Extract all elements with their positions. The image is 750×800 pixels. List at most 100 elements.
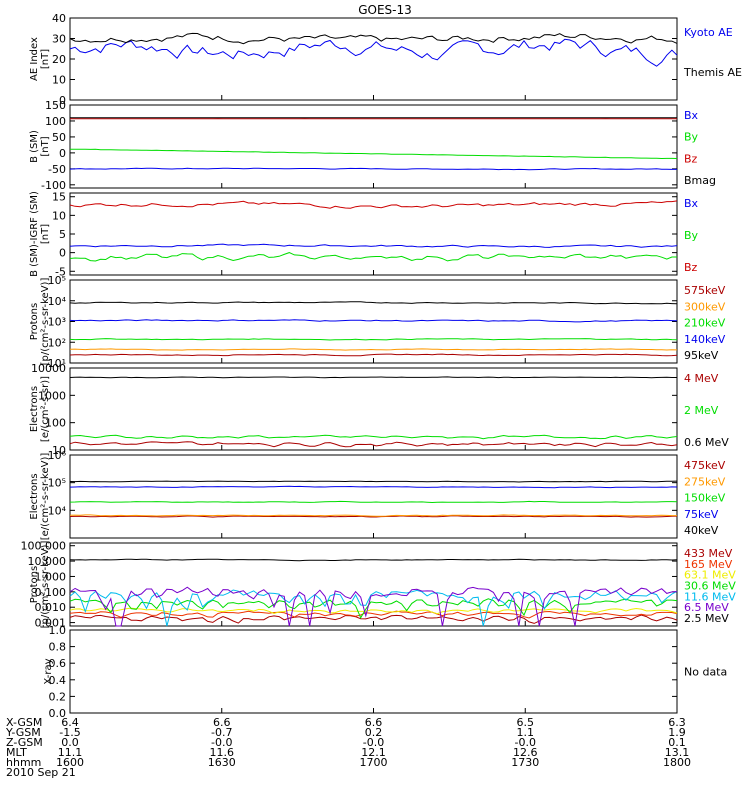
series-line-40kev [69,480,678,483]
y-axis-label: [e/(cm²-s-sr-keV)] [40,453,51,541]
series-line-210kev [69,338,678,341]
orbit-value: -0.0 [211,736,232,749]
y-tick-label: 10¹ [48,357,66,370]
y-axis-label: X-ray [43,658,54,684]
legend-entry: 0.6 MeV [684,436,729,449]
y-tick-label: 40 [52,12,66,25]
y-axis-label: [nT] [40,49,51,69]
y-tick-label: 0.8 [49,641,67,654]
y-tick-label: 10000 [31,362,66,375]
orbit-value: 12.1 [361,746,386,759]
legend-entry: 2 MeV [684,404,719,417]
orbit-value: 1.1 [517,726,535,739]
series-line-575kev [69,353,678,357]
panel-3: -5 0 5 10 15 B (SM)-IGRF (SM) [nT] Bx By Bz [29,191,699,279]
y-tick-label: 10³ [48,316,66,329]
y-tick-label: 0 [59,147,66,160]
orbit-row-label: hhmm [6,756,41,769]
series-line-63-1-mev [69,607,678,615]
orbit-value: 0.1 [668,736,686,749]
y-tick-label: 20 [52,53,66,66]
orbit-table: X-GSM 6.4 6.6 6.6 6.5 6.3 Y-GSM -1.5 -0.7 0.2 1.1 1… [5,716,691,769]
series-line-30-6-mev [69,598,678,619]
y-tick-label: 0.100 [35,586,67,599]
orbit-value: -0.7 [211,726,232,739]
series-line-475kev [69,515,678,518]
y-tick-label: 0.6 [49,657,67,670]
orbit-value: 11.6 [210,746,235,759]
orbit-value: 1700 [360,756,388,769]
y-tick-label: -100 [41,179,66,192]
series-line-300kev [69,348,678,351]
orbit-value: 11.1 [58,746,83,759]
legend-entry: 4 MeV [684,372,719,385]
legend-entry: Kyoto AE [684,26,733,39]
y-tick-label: 1000 [38,389,66,402]
legend-entry: 30.6 MeV [684,580,736,593]
y-axis-label: Protons [29,303,40,340]
series-line-165-mev [69,610,678,619]
series-line-bz [69,200,678,209]
legend-entry: 575keV [684,284,726,297]
y-tick-label: 10⁴ [48,504,67,517]
panel-8: 0.0 0.2 0.4 0.6 0.8 1.0 X-ray No data [43,624,727,720]
series-line-275kev [69,514,677,517]
orbit-value: 12.6 [513,746,538,759]
legend-entry: 165 MeV [684,558,733,571]
legend-entry: 210keV [684,317,726,330]
date-label: 2010 Sep 21 [6,766,76,779]
panel-5: 10 100 1000 10000 Electrons [e/(cm²-s-sr)] 4 M… [29,362,729,457]
y-axis-label: [p/(cm²-s-sr-keV)] [40,278,51,366]
series-line-bx [69,167,677,171]
series-line-bx [69,243,678,248]
panel-6: 10⁴ 10⁵ 10⁶ Electrons [e/(cm²-s-sr-keV)] 475k… [29,449,726,540]
series-line-4-mev [69,441,678,448]
orbit-value: 1800 [663,756,691,769]
legend-entry: By [684,131,699,144]
y-tick-label: 0.4 [49,674,67,687]
orbit-value: 0.0 [61,736,79,749]
y-axis-label: B (SM) [29,130,40,163]
y-tick-label: 10 [52,74,66,87]
orbit-value: 6.5 [517,716,535,729]
legend-entry: Bx [684,109,699,122]
series-line-140kev [69,319,678,323]
legend-entry: 95keV [684,349,719,362]
orbit-value: 1600 [56,756,84,769]
y-tick-label: 100 [45,417,66,430]
orbit-value: -1.5 [59,726,80,739]
series-line-95kev [69,301,678,305]
legend-entry: 2.5 MeV [684,612,729,625]
y-tick-label: 10⁵ [48,477,66,490]
legend-entry: Bmag [684,174,716,187]
legend-entry: 140keV [684,333,726,346]
y-tick-label: 10² [48,336,66,349]
legend-entry: Bx [684,197,699,210]
y-axis-label: [nT] [40,136,51,156]
y-tick-label: 1.0 [49,624,67,637]
orbit-value: 6.6 [213,716,231,729]
y-axis-label: Protons [29,566,40,603]
y-tick-label: 100.000 [21,540,67,553]
y-tick-label: 10 [52,444,66,457]
y-tick-label: 30 [52,33,66,46]
y-tick-label: 10.000 [28,555,67,568]
y-axis-label: B (SM)-IGRF (SM) [29,191,40,277]
orbit-value: 0.2 [365,726,383,739]
y-tick-label: 0.0 [49,707,67,720]
legend-entry: 11.6 MeV [684,590,736,603]
series-line-6-5-mev [69,586,678,627]
legend-entry: Bz [684,152,698,165]
series-line-11-6-mev [69,589,678,627]
panel-frame [69,629,678,714]
y-tick-label: 10⁶ [48,449,67,462]
y-axis-label: Electrons [29,386,40,432]
y-axis-label: [nT] [40,224,51,244]
panel-4: 10¹ 10² 10³ 10⁴ 10⁵ Protons [p/(cm²-s-sr-keV)]… [29,274,726,370]
legend-entry: Themis AE [683,66,742,79]
orbit-value: 6.6 [365,716,383,729]
y-axis-label: [e/(cm²-s-sr)] [40,376,51,442]
orbit-row-label: MLT [6,746,27,759]
